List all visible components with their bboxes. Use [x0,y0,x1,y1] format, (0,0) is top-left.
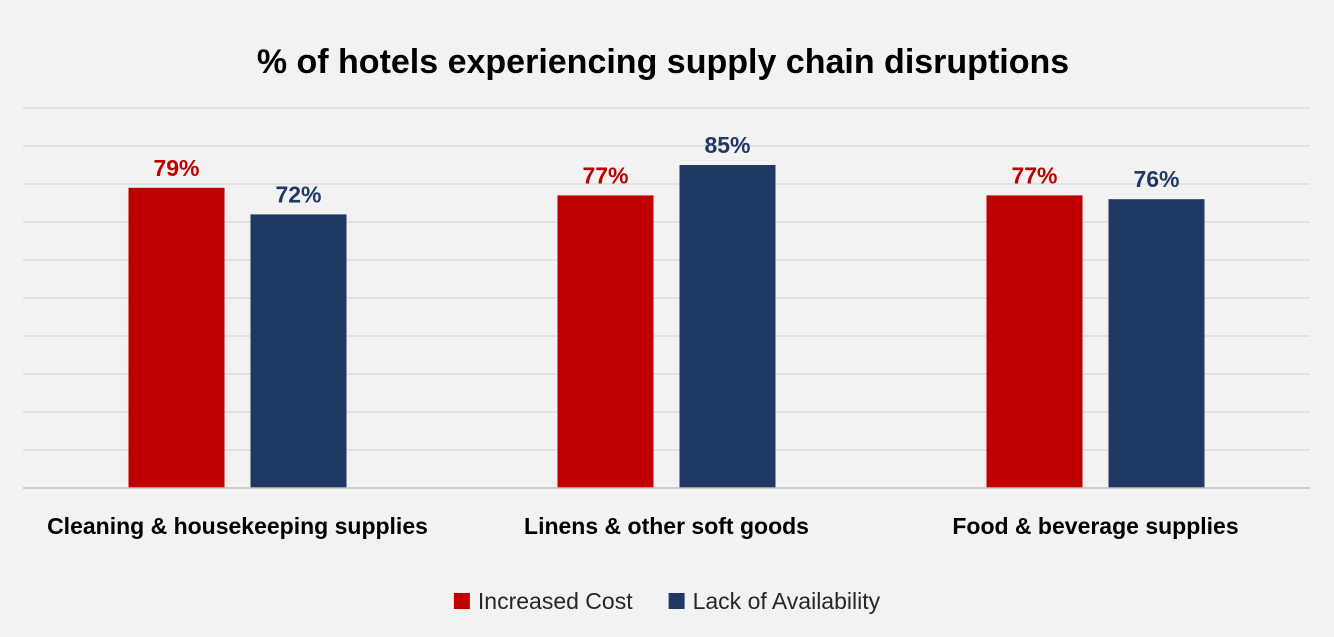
chart-title: % of hotels experiencing supply chain di… [257,43,1069,81]
bar-lack-of-availability [1108,199,1205,488]
x-axis: Cleaning & housekeeping supplies Linens &… [23,487,1310,539]
category-label: Linens & other soft goods [524,513,809,539]
data-label-increased-cost: 77% [1011,162,1057,188]
legend-label: Lack of Availability [693,588,881,614]
gridlines [23,107,1310,451]
legend-item: Increased Cost [453,588,633,614]
bar-increased-cost [557,195,654,488]
data-label-increased-cost: 77% [582,162,628,188]
data-label-lack-of-availability: 85% [704,132,750,158]
data-label-lack-of-availability: 76% [1133,166,1179,192]
legend-swatch [668,593,685,609]
data-labels: 79% 72% 77% 85% 77% 76% [153,132,1179,207]
category-label: Food & beverage supplies [952,513,1238,539]
bar-increased-cost [128,187,225,489]
legend-label: Increased Cost [478,588,633,614]
bars [128,165,1205,489]
category-label: Cleaning & housekeeping supplies [47,513,428,539]
bar-lack-of-availability [250,214,347,488]
legend-swatch [453,593,470,609]
data-label-increased-cost: 79% [153,155,199,181]
bar-increased-cost [986,195,1083,488]
data-label-lack-of-availability: 72% [275,181,321,207]
bar-lack-of-availability [679,165,776,488]
legend-item: Lack of Availability [668,588,881,614]
legend: Increased Cost Lack of Availability [453,588,881,614]
